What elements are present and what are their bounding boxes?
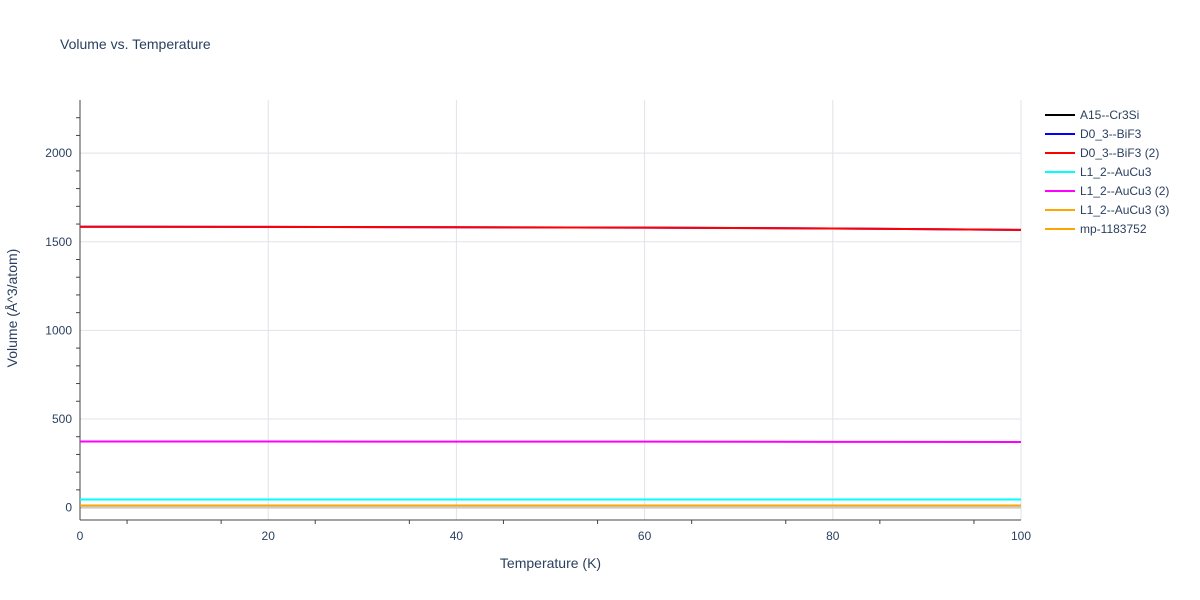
legend-item[interactable]: mp-1183752 bbox=[1045, 222, 1147, 236]
legend-label: L1_2--AuCu3 bbox=[1080, 165, 1152, 179]
legend-item[interactable]: L1_2--AuCu3 bbox=[1045, 165, 1152, 179]
x-tick-label: 0 bbox=[77, 529, 84, 543]
legend-item[interactable]: L1_2--AuCu3 (2) bbox=[1045, 184, 1169, 198]
legend-label: A15--Cr3Si bbox=[1080, 108, 1139, 122]
legend-label: D0_3--BiF3 bbox=[1080, 127, 1142, 141]
legend-item[interactable]: D0_3--BiF3 (2) bbox=[1045, 146, 1159, 160]
x-tick-label: 40 bbox=[450, 529, 464, 543]
series-line bbox=[80, 440, 1022, 444]
legend-item[interactable]: L1_2--AuCu3 (3) bbox=[1045, 203, 1169, 217]
y-tick-label: 2000 bbox=[45, 146, 72, 160]
legend-label: L1_2--AuCu3 (2) bbox=[1080, 184, 1169, 198]
x-tick-label: 60 bbox=[638, 529, 652, 543]
x-axis-title: Temperature (K) bbox=[500, 555, 601, 571]
x-tick-label: 80 bbox=[826, 529, 840, 543]
legend-label: mp-1183752 bbox=[1080, 222, 1147, 236]
legend-label: L1_2--AuCu3 (3) bbox=[1080, 203, 1169, 217]
x-tick-label: 20 bbox=[262, 529, 276, 543]
y-tick-label: 1500 bbox=[45, 235, 72, 249]
y-tick-label: 1000 bbox=[45, 323, 72, 337]
legend[interactable]: A15--Cr3Si D0_3--BiF3 D0_3--BiF3 (2) L1_2--… bbox=[1045, 108, 1169, 236]
x-tick-label: 100 bbox=[1011, 529, 1031, 543]
chart-title: Volume vs. Temperature bbox=[60, 36, 211, 52]
legend-item[interactable]: A15--Cr3Si bbox=[1045, 108, 1139, 122]
y-tick-label: 500 bbox=[52, 412, 72, 426]
grid bbox=[80, 100, 1022, 520]
legend-item[interactable]: D0_3--BiF3 bbox=[1045, 127, 1142, 141]
legend-label: D0_3--BiF3 (2) bbox=[1080, 146, 1159, 160]
series-layer bbox=[79, 225, 1022, 507]
series-line bbox=[79, 225, 1022, 231]
y-tick-label: 0 bbox=[65, 501, 72, 515]
y-axis-title: Volume (Å^3/atom) bbox=[4, 249, 20, 368]
